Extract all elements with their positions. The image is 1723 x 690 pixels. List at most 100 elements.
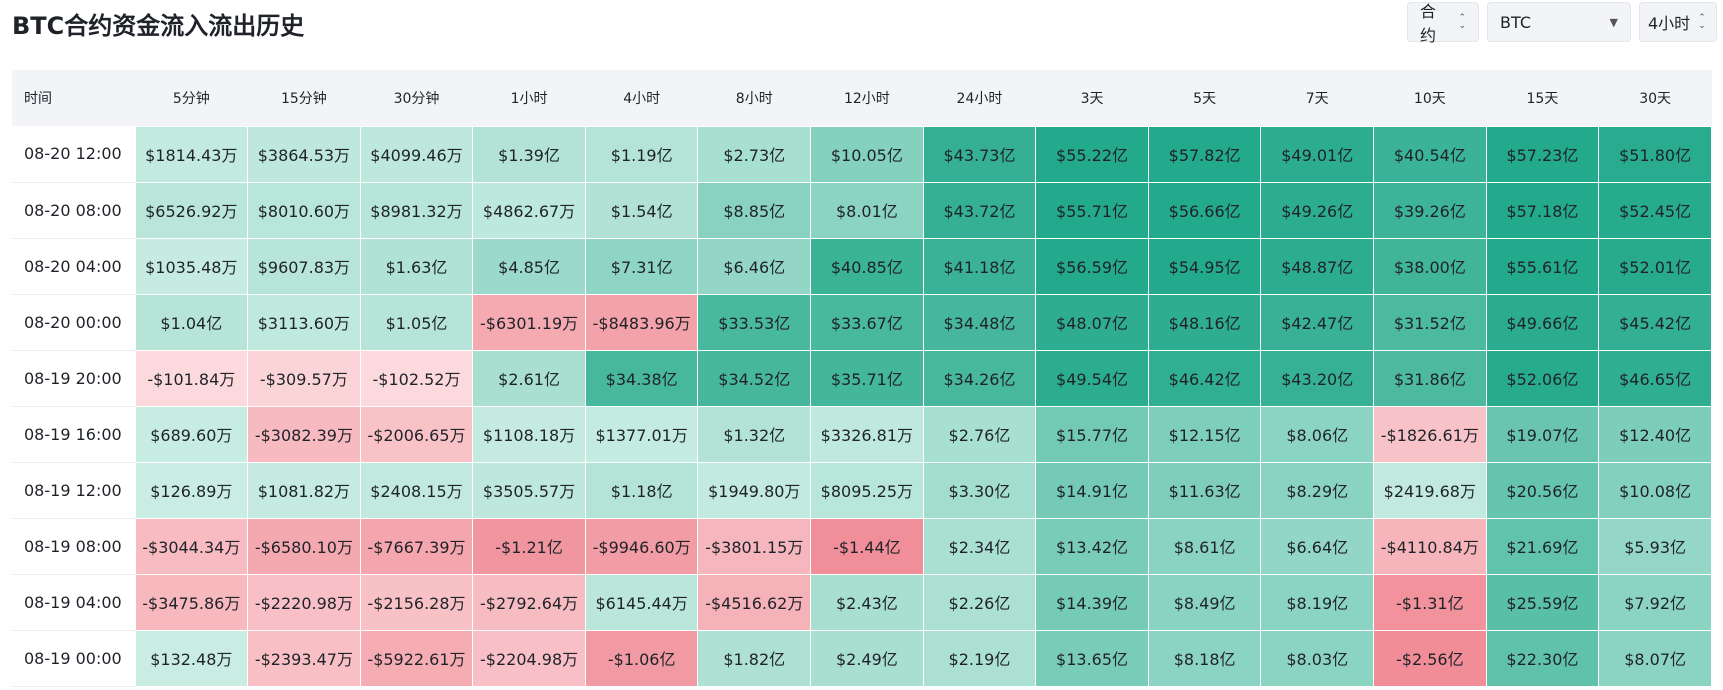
- flow-cell: $11.63亿: [1147, 461, 1262, 519]
- interval-select[interactable]: 4小时 ⌃ ⌄: [1639, 2, 1717, 42]
- flow-cell: -$9946.60万: [584, 517, 699, 575]
- flow-cell: $8981.32万: [359, 181, 474, 239]
- flow-cell: -$4110.84万: [1373, 517, 1487, 575]
- table-row: 08-19 00:00 $132.48万 -$2393.47万 -$5922.61万 -…: [12, 629, 1712, 687]
- flow-cell: $3.30亿: [922, 461, 1037, 519]
- flow-cell: -$1.44亿: [810, 517, 924, 575]
- flow-cell: -$2156.28万: [359, 573, 474, 631]
- flow-cell: $4.85亿: [472, 237, 586, 295]
- flow-cell: -$3044.34万: [134, 517, 249, 575]
- flow-cell: $31.86亿: [1373, 349, 1487, 407]
- flow-cell: $8.03亿: [1260, 629, 1375, 687]
- flow-cell: $51.80亿: [1598, 125, 1712, 183]
- flow-cell: $14.39亿: [1035, 573, 1149, 631]
- table-row: 08-19 12:00 $126.89万 $1081.82万 $2408.15万 $35…: [12, 461, 1712, 519]
- flow-cell: $1.18亿: [584, 461, 699, 519]
- sort-updown-icon: ⌃ ⌄: [1458, 13, 1466, 31]
- flow-cell: $1814.43万: [134, 125, 249, 183]
- flow-cell: $1035.48万: [134, 237, 249, 295]
- fund-flow-table: 时间 5分钟 15分钟 30分钟 1小时 4小时 8小时 12小时 24小时 3天 5天 7天 10天…: [12, 70, 1712, 687]
- flow-cell: $4862.67万: [472, 181, 586, 239]
- flow-cell: $56.59亿: [1035, 237, 1149, 295]
- flow-cell: $689.60万: [134, 405, 249, 463]
- flow-cell: $2.76亿: [922, 405, 1037, 463]
- table-row: 08-20 08:00 $6526.92万 $8010.60万 $8981.32万 $4…: [12, 181, 1712, 239]
- flow-cell: $8.49亿: [1147, 573, 1262, 631]
- table-row: 08-19 08:00 -$3044.34万 -$6580.10万 -$7667.39…: [12, 517, 1712, 575]
- flow-cell: $41.18亿: [922, 237, 1037, 295]
- flow-cell: $45.42亿: [1598, 293, 1712, 351]
- filter-controls: 合约 ⌃ ⌄ BTC ▼ 4小时 ⌃ ⌄: [1407, 2, 1717, 45]
- flow-cell: $5.93亿: [1598, 517, 1712, 575]
- flow-cell: $46.65亿: [1598, 349, 1712, 407]
- flow-cell: $40.85亿: [810, 237, 924, 295]
- flow-cell: $6.46亿: [697, 237, 812, 295]
- table-row: 08-19 04:00 -$3475.86万 -$2220.98万 -$2156.28…: [12, 573, 1712, 631]
- flow-cell: -$3475.86万: [134, 573, 249, 631]
- flow-cell: $14.91亿: [1035, 461, 1149, 519]
- flow-cell: -$2220.98万: [247, 573, 361, 631]
- flow-cell: $2.73亿: [697, 125, 812, 183]
- coin-select-value: BTC: [1500, 12, 1531, 32]
- table-body: 08-20 12:00 $1814.43万 $3864.53万 $4099.46万 $1…: [12, 125, 1712, 687]
- column-header: 4小时: [585, 70, 698, 126]
- row-time: 08-20 12:00: [12, 126, 135, 183]
- flow-cell: -$1.06亿: [584, 629, 699, 687]
- flow-cell: $55.22亿: [1035, 125, 1149, 183]
- flow-cell: $55.71亿: [1035, 181, 1149, 239]
- flow-cell: $2.49亿: [810, 629, 924, 687]
- flow-cell: -$2006.65万: [359, 405, 474, 463]
- coin-select[interactable]: BTC ▼: [1487, 2, 1631, 42]
- flow-cell: $1.19亿: [584, 125, 699, 183]
- contract-type-select[interactable]: 合约 ⌃ ⌄: [1407, 2, 1479, 45]
- flow-cell: $6526.92万: [134, 181, 249, 239]
- column-header: 30天: [1598, 70, 1712, 126]
- flow-cell: $33.53亿: [697, 293, 812, 351]
- flow-cell: -$4516.62万: [697, 573, 812, 631]
- flow-cell: -$1.21亿: [472, 517, 586, 575]
- flow-cell: $126.89万: [134, 461, 249, 519]
- table-row: 08-20 00:00 $1.04亿 $3113.60万 $1.05亿 -$6301.1…: [12, 293, 1712, 351]
- flow-cell: $55.61亿: [1485, 237, 1600, 295]
- row-time: 08-20 08:00: [12, 182, 135, 239]
- flow-cell: $7.92亿: [1598, 573, 1712, 631]
- caret-down-icon: ▼: [1609, 15, 1618, 29]
- flow-cell: $19.07亿: [1485, 405, 1600, 463]
- contract-type-value: 合约: [1420, 2, 1437, 45]
- flow-cell: $132.48万: [134, 629, 249, 687]
- flow-cell: $54.95亿: [1147, 237, 1262, 295]
- flow-cell: $48.16亿: [1147, 293, 1262, 351]
- interval-select-value: 4小时: [1648, 14, 1691, 33]
- row-time: 08-19 12:00: [12, 462, 135, 519]
- flow-cell: $22.30亿: [1485, 629, 1600, 687]
- flow-cell: $49.54亿: [1035, 349, 1149, 407]
- flow-cell: $46.42亿: [1147, 349, 1262, 407]
- flow-cell: $31.52亿: [1373, 293, 1487, 351]
- flow-cell: $8.19亿: [1260, 573, 1375, 631]
- flow-cell: $13.42亿: [1035, 517, 1149, 575]
- flow-cell: $1.05亿: [359, 293, 474, 351]
- flow-cell: $3505.57万: [472, 461, 586, 519]
- flow-cell: $8.18亿: [1147, 629, 1262, 687]
- flow-cell: $49.01亿: [1260, 125, 1375, 183]
- flow-cell: -$8483.96万: [584, 293, 699, 351]
- flow-cell: $12.40亿: [1598, 405, 1712, 463]
- column-header: 1小时: [472, 70, 586, 126]
- flow-cell: $34.52亿: [697, 349, 812, 407]
- flow-cell: -$3082.39万: [247, 405, 361, 463]
- flow-cell: $20.56亿: [1485, 461, 1600, 519]
- row-time: 08-20 04:00: [12, 238, 135, 295]
- flow-cell: $1.54亿: [584, 181, 699, 239]
- flow-cell: $34.48亿: [922, 293, 1037, 351]
- flow-cell: $1949.80万: [697, 461, 812, 519]
- table-row: 08-19 16:00 $689.60万 -$3082.39万 -$2006.65万 $…: [12, 405, 1712, 463]
- flow-cell: $1.04亿: [134, 293, 249, 351]
- flow-cell: $34.26亿: [922, 349, 1037, 407]
- page-title: BTC合约资金流入流出历史: [12, 12, 305, 40]
- flow-cell: $2.43亿: [810, 573, 924, 631]
- column-header: 15分钟: [247, 70, 361, 126]
- row-time: 08-20 00:00: [12, 294, 135, 351]
- row-time: 08-19 20:00: [12, 350, 135, 407]
- flow-cell: $1.63亿: [359, 237, 474, 295]
- flow-cell: $42.47亿: [1260, 293, 1375, 351]
